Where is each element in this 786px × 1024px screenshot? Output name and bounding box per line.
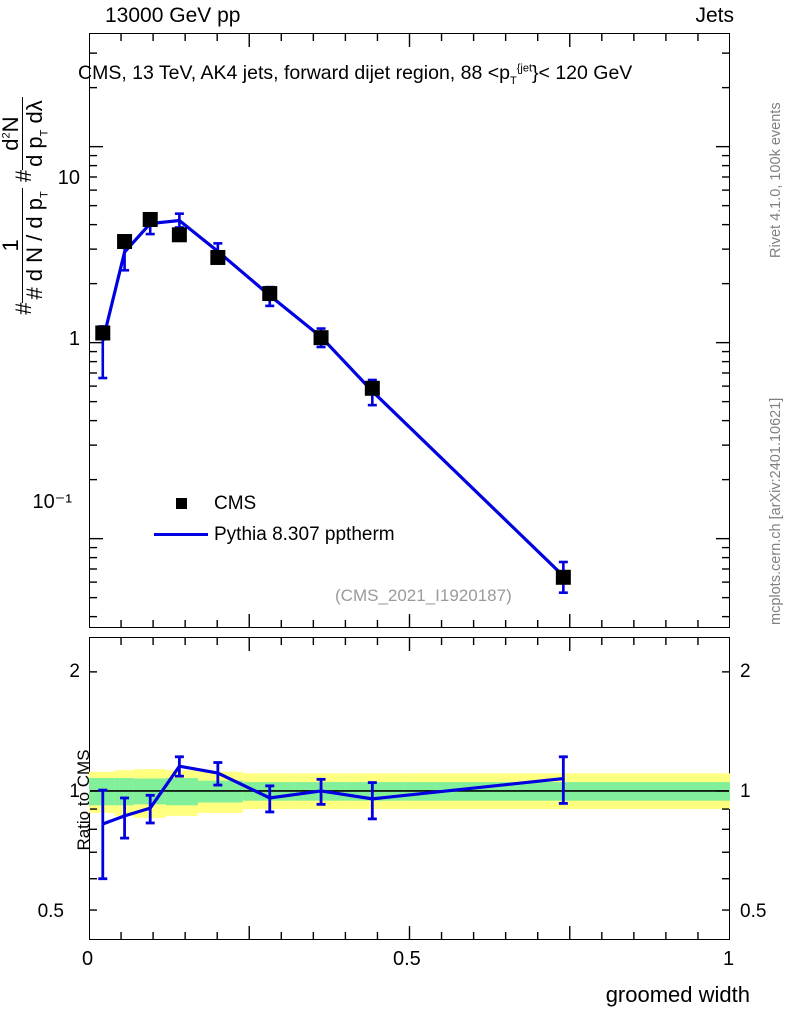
header-category: Jets [695, 4, 734, 27]
main-ytick-0.1: 10⁻¹ [32, 491, 72, 513]
ratio-ytick-2-right: 2 [740, 661, 751, 682]
square-marker-icon [148, 498, 214, 509]
plot-title-part2: }< 120 GeV [532, 62, 633, 84]
main-ytick-10: 10 [57, 167, 80, 189]
legend-label-pythia: Pythia 8.307 pptherm [214, 523, 395, 545]
ratio-ytick-1-left: 1 [69, 781, 80, 802]
xtick-0.5: 0.5 [393, 948, 421, 970]
mcplots-annotation: mcplots.cern.ch [arXiv:2401.10621] [768, 397, 784, 625]
header-energy: 13000 GeV pp [105, 4, 241, 27]
y-frac-2-num: d2N [0, 97, 24, 170]
legend-item-pythia[interactable]: Pythia 8.307 pptherm [148, 519, 395, 550]
xtick-1: 1 [723, 948, 735, 970]
legend-item-cms[interactable]: CMS [148, 488, 395, 519]
plot-title-part1: CMS, 13 TeV, AK4 jets, forward dijet reg… [78, 62, 510, 84]
ratio-errorbars [98, 755, 568, 881]
ratio-ytick-0.5-left: 0.5 [37, 901, 64, 922]
y-frac-2-den: d pT dλ [22, 100, 51, 167]
main-plot-panel [89, 33, 730, 628]
line-marker-icon [148, 533, 214, 536]
ratio-ytick-0.5-right: 0.5 [740, 901, 767, 922]
y-frac-2: d2N d pT dλ [0, 97, 51, 170]
y-frac-1: 1 # d N / d pT [0, 188, 51, 303]
rivet-annotation: Rivet 4.1.0, 100k events [768, 102, 784, 258]
y-frac-1-num: 1 [0, 188, 24, 303]
main-ytick-1: 1 [68, 328, 80, 350]
xtick-0: 0 [82, 948, 94, 970]
legend: CMS Pythia 8.307 pptherm [148, 488, 395, 550]
plot-title: CMS, 13 TeV, AK4 jets, forward dijet reg… [78, 62, 632, 87]
hash-glyph-1: # [10, 302, 36, 315]
main-plot-canvas [89, 34, 730, 627]
legend-label-cms: CMS [214, 492, 257, 514]
data-markers [95, 211, 571, 585]
plot-title-sup: {jet [516, 62, 532, 75]
ratio-ytick-2-left: 2 [69, 661, 80, 682]
x-axis-label: groomed width [605, 982, 750, 1007]
y-frac-1-den: # d N / d pT [22, 191, 51, 300]
plot-title-sub: T [509, 74, 517, 87]
ratio-ytick-1-right: 1 [740, 781, 751, 802]
ratio-plot-canvas [89, 638, 730, 939]
analysis-watermark: (CMS_2021_I1920187) [335, 586, 512, 605]
